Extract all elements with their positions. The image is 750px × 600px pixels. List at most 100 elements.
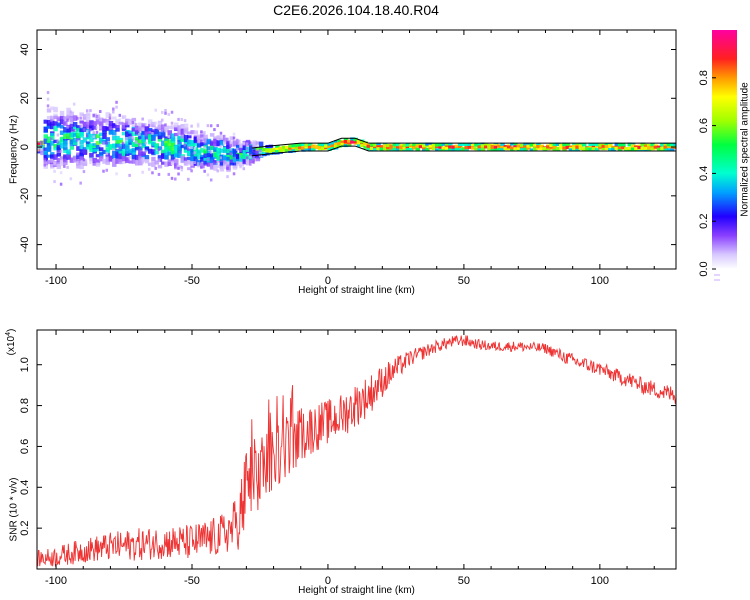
spectrogram-cell — [252, 149, 257, 156]
spectrogram-cell — [50, 120, 55, 126]
spectrogram-cell — [59, 119, 65, 125]
spectrogram-cell — [229, 162, 234, 166]
spectrogram-cell — [115, 172, 118, 176]
spectrogram-cell — [222, 142, 226, 146]
spectrogram-cell — [134, 123, 138, 127]
spectrogram-cell — [562, 143, 567, 147]
spectrogram-cell — [180, 117, 184, 121]
spectrogram-cell — [660, 147, 665, 151]
spectrogram-cell — [95, 144, 101, 150]
spectrogram-cell — [138, 124, 143, 130]
spectrogram-cell — [546, 147, 551, 151]
spectrogram-x-tick-label: 100 — [591, 275, 609, 287]
spectrogram-cell — [85, 130, 89, 134]
spectrogram-cell — [164, 123, 167, 127]
spectrogram-cell — [144, 158, 150, 164]
spectrogram-cell — [128, 155, 131, 159]
spectrogram-cell — [46, 124, 52, 129]
spectrogram-cell — [190, 124, 193, 128]
spectrogram-cell — [131, 135, 135, 139]
spectrogram-cell — [666, 143, 672, 147]
spectrogram-cell — [222, 146, 228, 150]
spectrogram-cell — [239, 147, 242, 151]
spectrogram-cell — [222, 134, 226, 138]
spectrogram-cell — [154, 150, 159, 155]
spectrogram-cell — [69, 157, 75, 163]
spectrogram-cell — [395, 146, 401, 150]
spectrogram-cell — [190, 146, 193, 150]
spectrogram-cell — [245, 159, 251, 165]
spectrogram-cell — [50, 137, 53, 141]
spectrogram-cell — [164, 146, 169, 153]
spectrogram-cell — [170, 176, 174, 180]
spectrogram-cell — [82, 128, 86, 132]
spectrogram-cell — [539, 146, 544, 150]
spectrogram-cell — [59, 115, 65, 121]
spectrogram-cell — [76, 138, 79, 142]
spectrogram-cell — [673, 142, 676, 146]
spectrogram-cell — [559, 146, 564, 150]
spectrogram-cell — [640, 143, 646, 147]
spectrogram-cell — [183, 134, 189, 140]
spectrogram-cell — [216, 169, 219, 173]
spectrogram-cell — [373, 148, 378, 152]
spectrogram-cell — [532, 144, 538, 148]
spectrogram-cell — [164, 143, 169, 147]
spectrogram-cell — [180, 125, 186, 132]
spectrogram-cell — [53, 161, 56, 165]
spectrogram-cell — [98, 143, 102, 147]
spectrogram-cell — [138, 139, 143, 145]
spectrogram-cell — [183, 144, 189, 150]
snr-multiplier-exp: 4 — [5, 332, 12, 336]
spectrogram-cell — [562, 146, 567, 150]
spectrogram-cell — [98, 137, 104, 143]
spectrogram-cell — [415, 147, 420, 151]
spectrogram-cell — [167, 130, 172, 134]
spectrogram-cell — [92, 157, 97, 164]
spectrogram-cell — [203, 146, 206, 150]
spectrogram-cell — [115, 119, 120, 125]
spectrogram-cell — [431, 147, 437, 151]
spectrogram-cell — [245, 147, 249, 151]
spectrogram-cell — [154, 121, 157, 125]
spectrogram-cell — [497, 147, 502, 151]
spectrogram-cell — [200, 139, 203, 143]
spectrogram-cell — [187, 156, 192, 160]
spectrogram-cell — [457, 148, 463, 152]
spectrogram-cell — [76, 116, 79, 120]
spectrogram-cell — [193, 137, 199, 143]
spectrogram-cell — [92, 125, 97, 130]
spectrogram-cell — [643, 146, 649, 150]
spectrogram-cell — [441, 142, 447, 146]
spectrogram-cell — [275, 150, 280, 154]
spectrogram-cell — [196, 136, 202, 140]
spectrogram-cell — [552, 143, 558, 147]
spectrogram-cell — [98, 121, 104, 126]
spectrogram-cell — [50, 118, 53, 122]
spectrogram-cell — [85, 119, 91, 125]
spectrogram-cell — [193, 143, 199, 147]
spectrogram-x-tick-label: -100 — [45, 275, 67, 287]
spectrogram-y-tick-label: 20 — [19, 92, 31, 104]
spectrogram-cell — [89, 133, 94, 138]
spectrogram-cell — [301, 142, 306, 146]
spectrogram-cell — [115, 154, 120, 159]
spectrogram-cell — [183, 119, 187, 123]
spectrogram-cell — [647, 144, 652, 148]
spectrogram-cell — [69, 132, 75, 139]
spectrogram-cell — [422, 146, 427, 150]
spectrogram-cell — [209, 159, 215, 164]
spectrogram-cell — [170, 142, 176, 147]
spectrogram-cell — [513, 147, 518, 151]
spectrogram-cell — [128, 173, 131, 177]
spectrogram-cell — [196, 153, 202, 160]
spectrogram-cell — [431, 143, 437, 147]
spectrogram-cell — [588, 144, 593, 148]
spectrogram-cell — [147, 129, 153, 135]
spectrogram-cell — [180, 168, 184, 172]
spectrogram-cell — [360, 140, 365, 144]
spectrogram-cell — [523, 145, 528, 149]
spectrogram-cell — [428, 142, 434, 146]
spectrogram-cell — [425, 142, 430, 146]
spectrogram-cell — [392, 143, 398, 147]
